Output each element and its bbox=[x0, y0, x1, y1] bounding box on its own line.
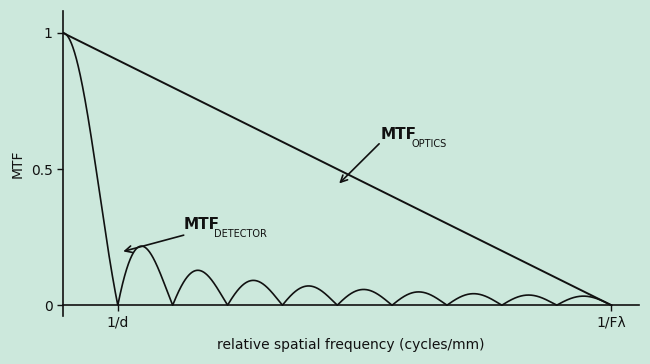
Text: MTF: MTF bbox=[184, 217, 220, 232]
Text: MTF: MTF bbox=[381, 127, 417, 142]
Text: OPTICS: OPTICS bbox=[412, 139, 447, 149]
Y-axis label: MTF: MTF bbox=[11, 149, 25, 178]
Text: DETECTOR: DETECTOR bbox=[214, 229, 267, 238]
X-axis label: relative spatial frequency (cycles/mm): relative spatial frequency (cycles/mm) bbox=[217, 338, 485, 352]
